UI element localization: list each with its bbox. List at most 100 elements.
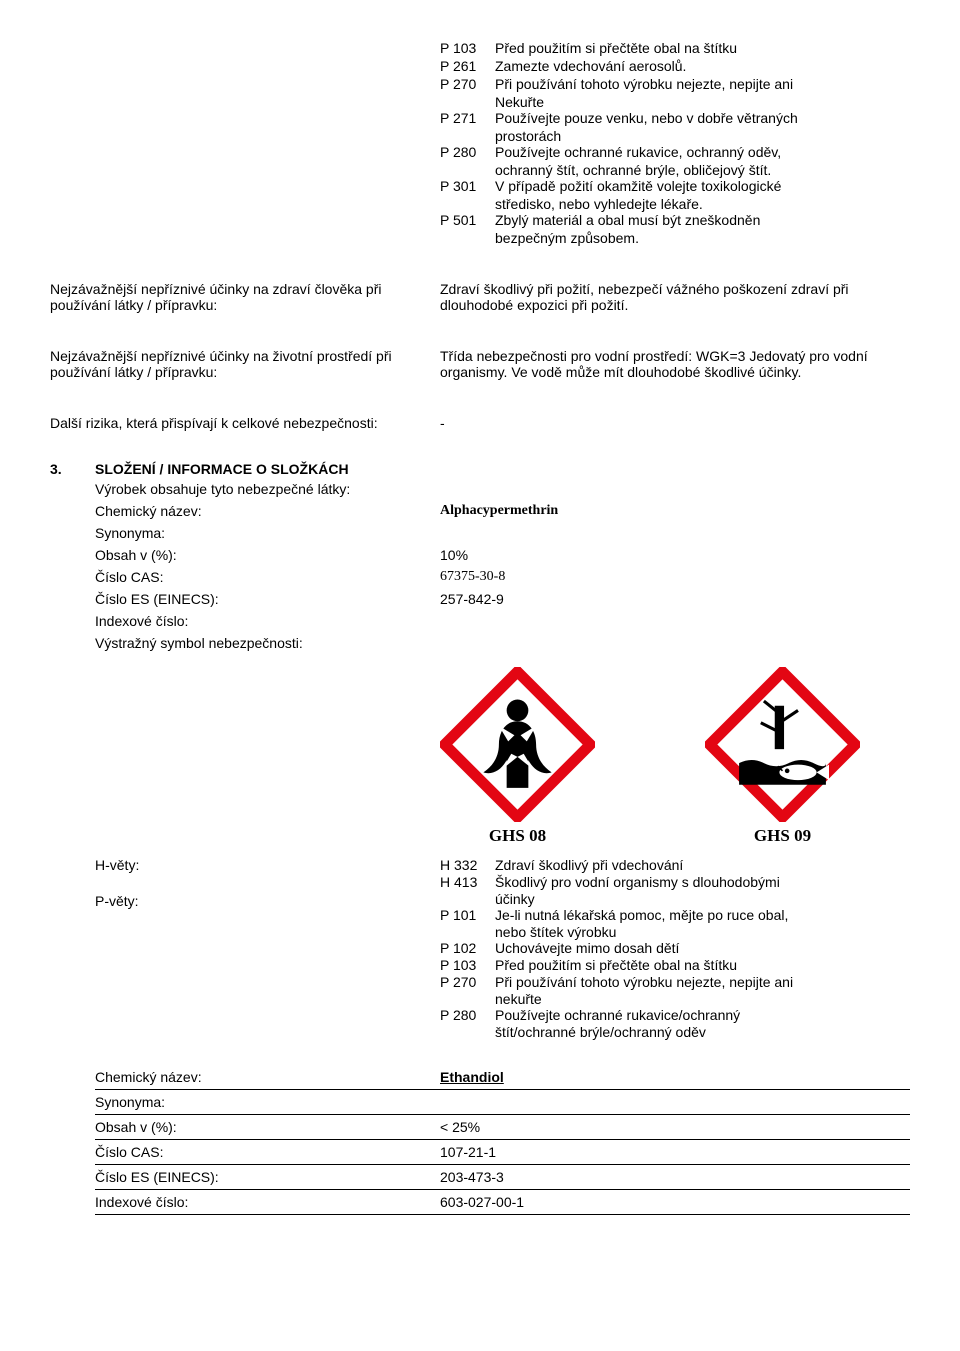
effect-row: Nejzávažnější nepříznivé účinky na zdrav… [50,281,910,313]
hp-statement-row: H 332Zdraví škodlivý při vdechování [440,857,910,873]
effect-value: Třída nebezpečnosti pro vodní prostředí:… [440,348,910,380]
p-statement-row: P 501Zbylý materiál a obal musí být zneš… [440,212,910,228]
p-continuation: středisko, nebo vyhledejte lékaře. [495,196,910,212]
kv-value: 257-842-9 [440,591,910,607]
kv-value [440,635,910,651]
p-statement-row: P 280Používejte ochranné rukavice, ochra… [440,144,910,160]
kv-key: Chemický název: [95,1069,440,1085]
kv-value: Ethandiol [440,1069,910,1085]
p-statement-row: P 261Zamezte vdechování aerosolů. [440,58,910,74]
hp-continuation: účinky [495,891,910,907]
section-title: SLOŽENÍ / INFORMACE O SLOŽKÁCH [95,461,910,477]
p-code: P 271 [440,110,495,126]
kv-value: 603-027-00-1 [440,1194,910,1210]
effect-label: Další rizika, která přispívají k celkové… [50,415,440,431]
hp-continuation: štít/ochranné brýle/ochranný oděv [495,1024,910,1040]
kv-row: Obsah v (%):10% [95,547,910,563]
effect-label: Nejzávažnější nepříznivé účinky na život… [50,348,440,380]
hp-statement-row: P 270Při používání tohoto výrobku nejezt… [440,974,910,990]
h-vety-row: H-věty:P-věty: H 332Zdraví škodlivý při … [95,857,910,1040]
p-statement-row: P 301V případě požití okamžitě volejte t… [440,178,910,194]
kv-value: 203-473-3 [440,1169,910,1185]
p-continuation: Nekuřte [495,94,910,110]
kv-value: 10% [440,547,910,563]
hazard-pictograms: GHS 08 [440,667,910,846]
effect-row: Nejzávažnější nepříznivé účinky na život… [50,348,910,380]
hp-text: Zdraví škodlivý při vdechování [495,857,910,873]
hp-statement-row: P 102Uchovávejte mimo dosah dětí [440,940,910,956]
p-text: Používejte pouze venku, nebo v dobře vět… [495,110,910,126]
kv-row: Chemický název:Alphacypermethrin [95,503,910,519]
p-code: P 261 [440,58,495,74]
kv-key: Číslo ES (EINECS): [95,1169,440,1185]
hp-code: H 332 [440,857,495,873]
ghs09-environment-icon [705,667,860,822]
effect-value: - [440,415,910,431]
ghs09-label: GHS 09 [754,826,811,846]
kv-key: Chemický název: [95,503,440,519]
p-code: P 301 [440,178,495,194]
kv-value [440,525,910,541]
substance2-row: Chemický název:Ethandiol [95,1065,910,1090]
kv-value: < 25% [440,1119,910,1135]
kv-key: Synonyma: [95,525,440,541]
p-continuation: prostorách [495,128,910,144]
kv-key: Indexové číslo: [95,1194,440,1210]
p-text: Před použitím si přečtěte obal na štítku [495,40,910,56]
p-text: Používejte ochranné rukavice, ochranný o… [495,144,910,160]
kv-value [440,1094,910,1110]
p-code: P 280 [440,144,495,160]
substance2-row: Indexové číslo:603-027-00-1 [95,1190,910,1215]
p-statement-row: P 271Používejte pouze venku, nebo v dobř… [440,110,910,126]
p-statement-row: P 103Před použitím si přečtěte obal na š… [440,40,910,56]
kv-value: 67375-30-8 [440,569,910,585]
effect-label: Nejzávažnější nepříznivé účinky na zdrav… [50,281,440,313]
kv-value [440,613,910,629]
kv-key: Obsah v (%): [95,1119,440,1135]
kv-value: 107-21-1 [440,1144,910,1160]
hp-statement-row: P 103Před použitím si přečtěte obal na š… [440,957,910,973]
hp-text: Škodlivý pro vodní organismy s dlouhodob… [495,874,910,890]
hp-code: P 101 [440,907,495,923]
section-3: 3. SLOŽENÍ / INFORMACE O SLOŽKÁCH Výrobe… [50,461,910,1040]
p-statement-row: P 270Při používání tohoto výrobku nejezt… [440,76,910,92]
kv-key: Synonyma: [95,1094,440,1110]
ghs08-health-hazard-icon [440,667,595,822]
substance2-row: Číslo CAS:107-21-1 [95,1140,910,1165]
hp-continuation: nebo štítek výrobku [495,924,910,940]
p-text: Zamezte vdechování aerosolů. [495,58,910,74]
p-text: Při používání tohoto výrobku nejezte, ne… [495,76,910,92]
effect-value: Zdraví škodlivý při požití, nebezpečí vá… [440,281,910,313]
hp-text: Používejte ochranné rukavice/ochranný [495,1007,910,1023]
effect-row: Další rizika, která přispívají k celkové… [50,415,910,431]
kv-value: Alphacypermethrin [440,503,910,519]
p-continuation: ochranný štít, ochranné brýle, obličejov… [495,162,910,178]
kv-key: Číslo CAS: [95,1144,440,1160]
p-text: Zbylý materiál a obal musí být zneškodně… [495,212,910,228]
kv-row: Číslo ES (EINECS):257-842-9 [95,591,910,607]
hp-code: P 102 [440,940,495,956]
ghs08-label: GHS 08 [489,826,546,846]
kv-row: Výstražný symbol nebezpečnosti: [95,635,910,651]
kv-row: Synonyma: [95,525,910,541]
hp-code: H 413 [440,874,495,890]
p-vety-label: P-věty: [95,893,139,909]
hp-text: Před použitím si přečtěte obal na štítku [495,957,910,973]
substance2-row: Číslo ES (EINECS):203-473-3 [95,1165,910,1190]
substance2-row: Synonyma: [95,1090,910,1115]
hp-continuation: nekuřte [495,991,910,1007]
hp-code: P 103 [440,957,495,973]
kv-key: Číslo CAS: [95,569,440,585]
substance-2-table: Chemický název:EthandiolSynonyma:Obsah v… [95,1065,910,1215]
effects-section: Nejzávažnější nepříznivé účinky na zdrav… [50,281,910,431]
kv-key: Číslo ES (EINECS): [95,591,440,607]
kv-key: Obsah v (%): [95,547,440,563]
kv-key: Indexové číslo: [95,613,440,629]
kv-key: Výstražný symbol nebezpečnosti: [95,635,440,651]
p-code: P 270 [440,76,495,92]
hp-statement-row: H 413Škodlivý pro vodní organismy s dlou… [440,874,910,890]
kv-row: Číslo CAS:67375-30-8 [95,569,910,585]
p-continuation: bezpečným způsobem. [495,230,910,246]
p-code: P 501 [440,212,495,228]
hp-code: P 270 [440,974,495,990]
